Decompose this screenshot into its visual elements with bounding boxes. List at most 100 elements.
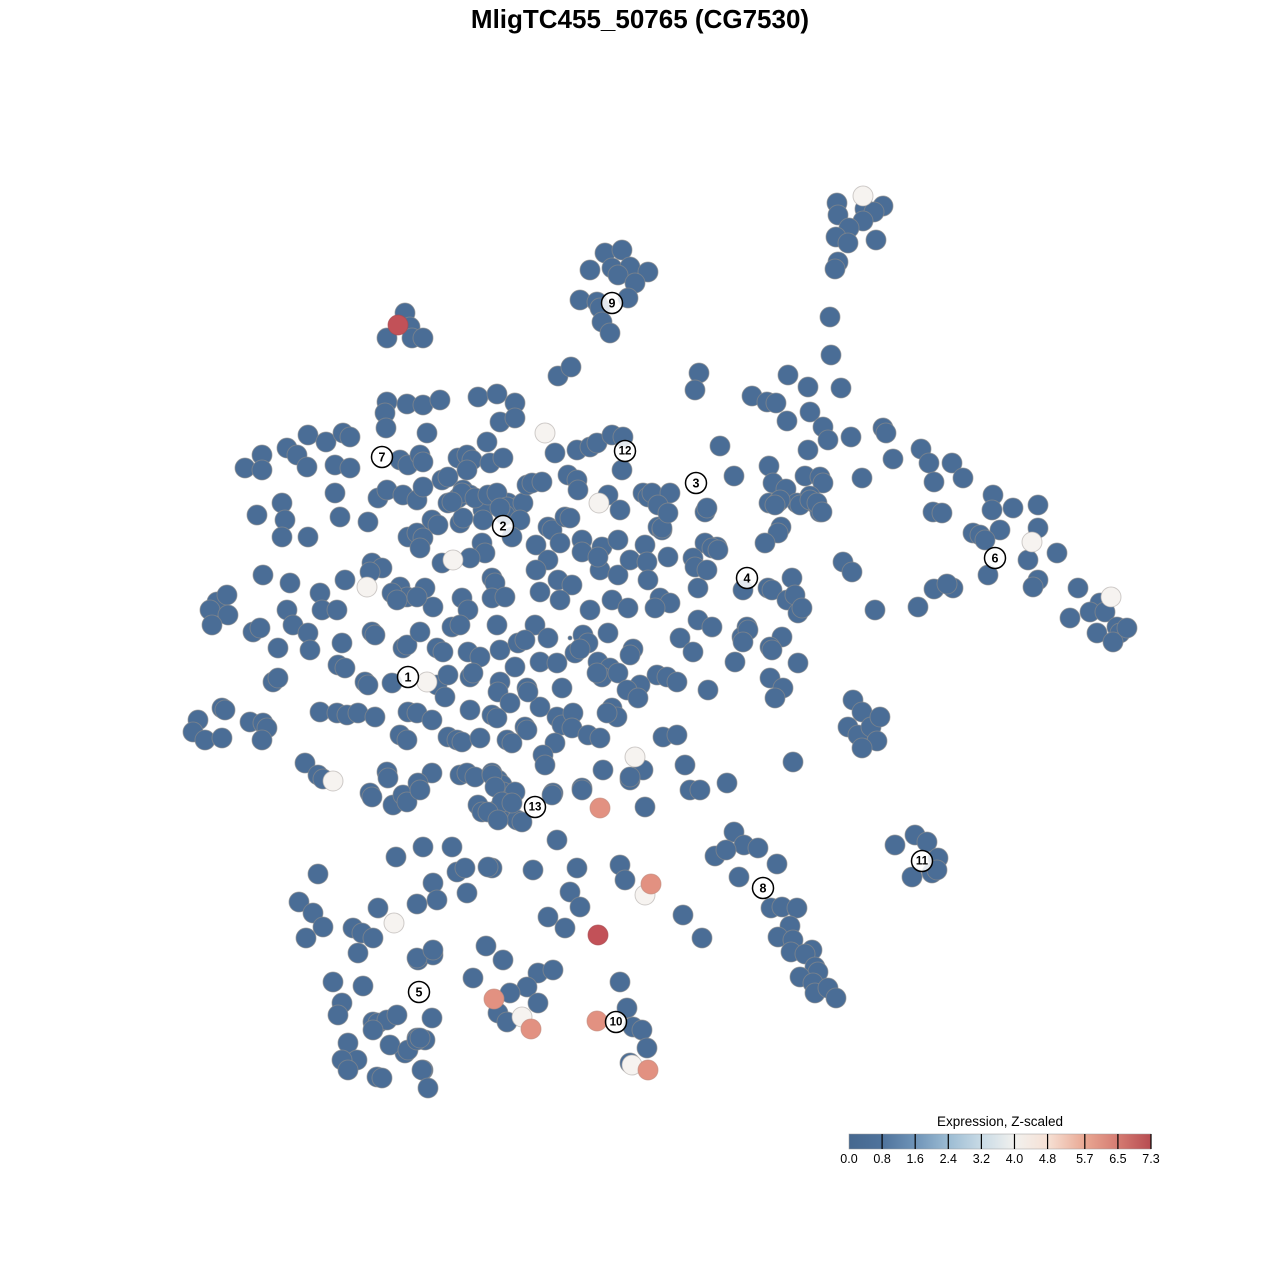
points-layer-expression-high-red — [387, 314, 609, 946]
data-point-expression-low-blue — [567, 635, 573, 641]
data-point-expression-low-blue — [1059, 607, 1081, 629]
data-point-expression-low-blue — [549, 532, 571, 554]
data-point-expression-low-blue — [352, 975, 374, 997]
data-point-expression-low-blue — [522, 859, 544, 881]
data-point-expression-low-blue — [347, 942, 369, 964]
data-point-expression-low-blue — [312, 916, 334, 938]
data-point-expression-low-blue — [754, 532, 776, 554]
cluster-label-9: 9 — [609, 297, 616, 311]
cluster-label-5: 5 — [416, 986, 423, 1000]
data-point-expression-low-blue — [851, 737, 873, 759]
data-point-expression-low-blue — [569, 638, 591, 660]
data-point-expression-low-blue — [554, 917, 576, 939]
data-point-expression-low-blue — [409, 779, 431, 801]
data-point-expression-low-blue — [766, 853, 788, 875]
data-point-expression-low-blue — [1086, 622, 1108, 644]
data-point-expression-low-blue — [1116, 617, 1138, 639]
data-point-expression-low-blue — [251, 459, 273, 481]
cluster-badge-3 — [684, 471, 708, 495]
legend-colorbar — [848, 1133, 1152, 1150]
data-point-expression-low-blue — [799, 401, 821, 423]
data-point-expression-low-blue — [531, 471, 553, 493]
data-point-expression-low-blue — [411, 1059, 433, 1081]
data-point-expression-low-blue — [551, 677, 573, 699]
data-point-expression-low-blue — [486, 614, 508, 636]
data-point-expression-low-blue — [307, 863, 329, 885]
cluster-label-11: 11 — [916, 856, 929, 868]
data-point-expression-high-red — [387, 314, 409, 336]
data-point-expression-low-blue — [454, 857, 476, 879]
data-point-expression-low-blue — [687, 577, 709, 599]
data-point-expression-low-blue — [421, 1007, 443, 1029]
data-point-expression-low-blue — [339, 426, 361, 448]
legend: Expression, Z-scaled 0.0 0.8 1.6 2.4 3.2 4.0 4.… — [840, 1114, 1159, 1166]
data-point-expression-low-blue — [901, 866, 923, 888]
cluster-badge-1 — [396, 665, 420, 689]
data-point-expression-low-blue — [432, 641, 454, 663]
data-point-expression-low-blue — [657, 502, 679, 524]
data-point-expression-low-blue — [251, 729, 273, 751]
data-point-expression-low-blue — [644, 597, 666, 619]
data-point-expression-mid-white — [322, 770, 344, 792]
data-point-expression-low-blue — [409, 621, 431, 643]
data-point-expression-low-blue — [297, 424, 319, 446]
data-point-expression-low-blue — [525, 559, 547, 581]
data-point-expression-low-blue — [379, 1034, 401, 1056]
data-point-expression-low-blue — [267, 637, 289, 659]
data-point-expression-low-blue — [592, 759, 614, 781]
data-point-expression-low-blue — [529, 581, 551, 603]
data-point-expression-low-blue — [825, 987, 847, 1009]
data-point-expression-low-blue — [492, 949, 514, 971]
data-point-expression-low-blue — [288, 891, 310, 913]
data-point-expression-low-blue — [634, 796, 656, 818]
data-point-expression-high-pink — [637, 1059, 659, 1081]
data-point-expression-low-blue — [511, 811, 533, 833]
data-point-expression-low-blue — [542, 959, 564, 981]
data-point-expression-low-blue — [544, 442, 566, 464]
data-point-expression-low-blue — [459, 699, 481, 721]
data-point-expression-low-blue — [619, 644, 641, 666]
data-point-expression-low-blue — [417, 1077, 439, 1099]
data-point-expression-low-blue — [375, 417, 397, 439]
data-point-expression-low-blue — [437, 466, 459, 488]
legend-tick-label: 4.0 — [1006, 1152, 1023, 1166]
data-point-expression-low-blue — [607, 662, 629, 684]
data-point-expression-low-blue — [669, 627, 691, 649]
data-point-expression-low-blue — [869, 706, 891, 728]
data-point-expression-low-blue — [421, 709, 443, 731]
data-point-expression-low-blue — [907, 596, 929, 618]
data-point-expression-low-blue — [597, 622, 619, 644]
data-point-expression-low-blue — [587, 546, 609, 568]
legend-tick-label: 0.8 — [873, 1152, 890, 1166]
data-point-expression-low-blue — [437, 664, 459, 686]
data-point-expression-low-blue — [830, 377, 852, 399]
data-point-expression-low-blue — [764, 494, 786, 516]
cluster-badge-5 — [407, 980, 431, 1004]
data-point-expression-low-blue — [596, 702, 618, 724]
data-point-expression-low-blue — [579, 259, 601, 281]
data-point-expression-low-blue — [456, 459, 478, 481]
data-point-expression-low-blue — [406, 893, 428, 915]
data-point-expression-mid-white — [356, 576, 378, 598]
cluster-label-10: 10 — [610, 1017, 623, 1029]
data-point-expression-low-blue — [524, 614, 546, 636]
data-point-expression-low-blue — [501, 792, 523, 814]
data-point-expression-low-blue — [841, 561, 863, 583]
data-point-expression-low-blue — [449, 614, 471, 636]
data-point-expression-low-blue — [489, 639, 511, 661]
data-point-expression-low-blue — [201, 614, 223, 636]
data-point-expression-low-blue — [782, 751, 804, 773]
data-point-expression-low-blue — [579, 599, 601, 621]
data-point-expression-low-blue — [529, 696, 551, 718]
data-point-expression-low-blue — [412, 327, 434, 349]
data-point-expression-low-blue — [426, 889, 448, 911]
data-point-expression-low-blue — [296, 456, 318, 478]
cluster-badge-11 — [910, 849, 934, 873]
data-point-expression-low-blue — [811, 501, 833, 523]
data-point-expression-low-blue — [322, 971, 344, 993]
data-point-expression-mid-white — [1100, 586, 1122, 608]
data-point-expression-low-blue — [517, 681, 539, 703]
data-point-expression-low-blue — [396, 634, 418, 656]
legend-tick-label: 5.7 — [1076, 1152, 1093, 1166]
